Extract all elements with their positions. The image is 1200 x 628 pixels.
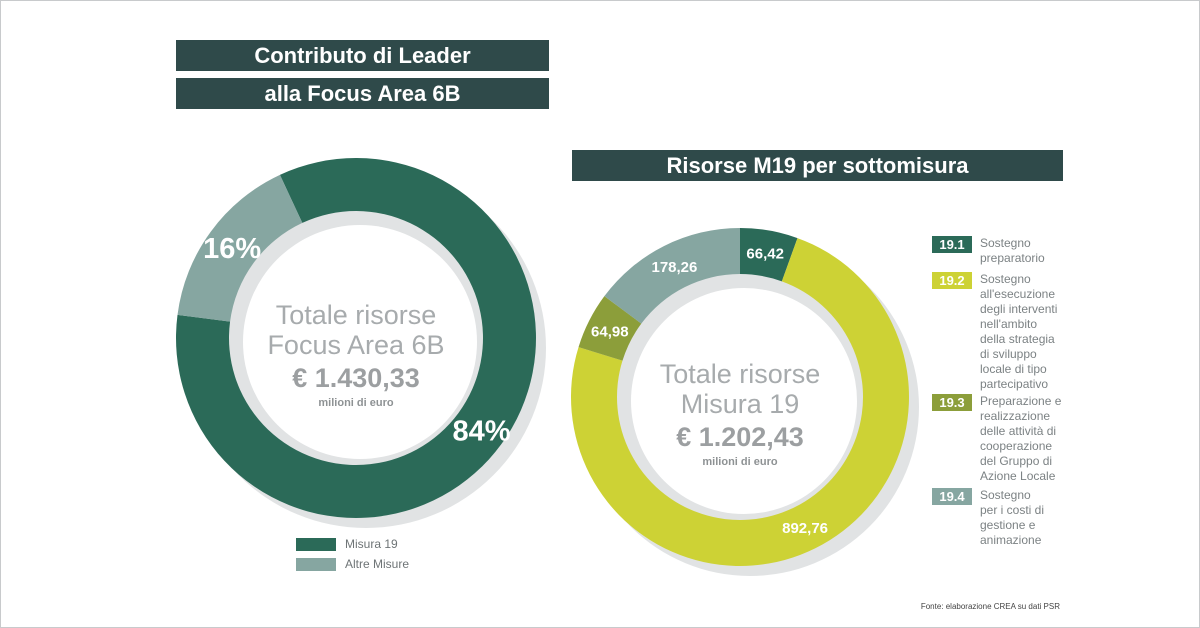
sub-legend-label: Sostegno per i costi di gestione e animazio… [980, 488, 1100, 548]
sub-legend-line: per i costi di [980, 503, 1045, 517]
sub-legend-line: del Gruppo di [980, 454, 1053, 468]
center-amount: € 1.430,33 [292, 363, 420, 393]
slice-value-label: 892,76 [782, 520, 828, 537]
left-title-line2: alla Focus Area 6B [176, 78, 549, 109]
sub-legend-line: Sostegno [980, 236, 1031, 250]
center-line2: Focus Area 6B [267, 330, 444, 360]
donut-hole [631, 288, 857, 514]
center-line2: Misura 19 [681, 389, 800, 419]
right-title: Risorse M19 per sottomisura [572, 150, 1063, 181]
sub-legend-line: di sviluppo [980, 347, 1037, 361]
sub-legend-line: all'esecuzione [980, 287, 1056, 301]
sub-legend-line: partecipativo [980, 377, 1049, 391]
sub-legend-line: Azione Locale [980, 469, 1056, 483]
sub-legend-code: 19.2 [932, 272, 972, 289]
sub-legend-label: Sostegno all'esecuzione degli interventi ne… [980, 272, 1100, 392]
sub-legend-line: degli interventi [980, 302, 1058, 316]
slice-value-label: 16% [203, 233, 261, 265]
slice-19-1 [740, 228, 798, 282]
sub-legend-line: preparatorio [980, 251, 1045, 265]
center-line1: Totale risorse [276, 300, 437, 330]
left-title-line1: Contributo di Leader [176, 40, 549, 71]
sub-legend-line: delle attività di [980, 424, 1057, 438]
center-line1: Totale risorse [660, 359, 821, 389]
sub-legend-line: cooperazione [980, 439, 1053, 453]
legend-swatch [296, 558, 336, 571]
donut-hole [243, 225, 477, 459]
sub-legend-line: gestione e [980, 518, 1036, 532]
center-unit: milioni di euro [318, 397, 393, 409]
sub-legend-line: locale di tipo [980, 362, 1047, 376]
legend-label: Altre Misure [345, 557, 410, 571]
slice-19-4 [604, 228, 740, 324]
slice-value-label: 66,42 [746, 246, 784, 263]
slice-19-3 [578, 296, 642, 361]
source-note: Fonte: elaborazione CREA su dati PSR [920, 602, 1060, 611]
legend-label: Misura 19 [345, 537, 398, 551]
legend-swatch [296, 538, 336, 551]
sub-legend-line: realizzazione [980, 409, 1051, 423]
center-unit: milioni di euro [702, 456, 777, 468]
sub-legend-code: 19.1 [932, 236, 972, 253]
sub-legend-code: 19.4 [932, 488, 972, 505]
sub-legend-line: Preparazione e [980, 394, 1062, 408]
sub-legend-line: animazione [980, 533, 1042, 547]
sub-legend-line: Sostegno [980, 272, 1031, 286]
sub-legend-code: 19.3 [932, 394, 972, 411]
slice-value-label: 64,98 [591, 323, 629, 340]
slice-misura-19 [176, 157, 537, 518]
sub-legend-line: della strategia [980, 332, 1055, 346]
slice-altre-misure [177, 174, 303, 322]
slice-value-label: 84% [452, 415, 510, 447]
sub-legend-line: nell'ambito [980, 317, 1037, 331]
center-amount: € 1.202,43 [676, 422, 804, 452]
slice-value-label: 178,26 [651, 259, 697, 276]
sub-legend-label: Preparazione e realizzazione delle attivit… [980, 394, 1100, 484]
sub-legend-line: Sostegno [980, 488, 1031, 502]
sub-legend-label: Sostegno preparatorio [980, 236, 1100, 266]
